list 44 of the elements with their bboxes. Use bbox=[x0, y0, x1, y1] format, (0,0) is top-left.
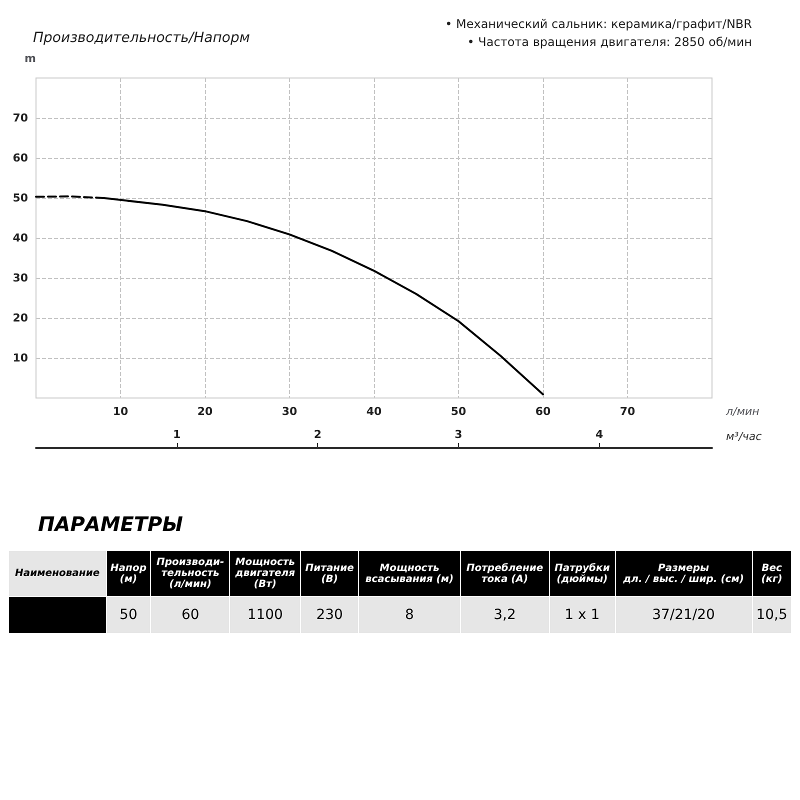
text: 60 bbox=[150, 596, 230, 634]
category-label: Патрубки (дюймы) bbox=[549, 550, 616, 596]
text: 10,5 bbox=[752, 596, 792, 634]
text: • Механический сальник: керамика/графит/NBR bbox=[445, 17, 752, 31]
category-label: Наименование bbox=[8, 550, 106, 596]
chart-title: Производительность/Напорм bbox=[33, 30, 250, 46]
category-label: Питание (В) bbox=[300, 550, 359, 596]
x2-axis-title: м³/час bbox=[726, 430, 762, 443]
x-tick-label: 30 bbox=[282, 405, 298, 418]
category-label: Напор (м) bbox=[106, 550, 151, 596]
text: 230 bbox=[300, 596, 359, 634]
text: 1 x 1 bbox=[549, 596, 616, 634]
y-tick-label: 20 bbox=[12, 312, 28, 324]
x2-tick-label: 1 bbox=[173, 428, 181, 441]
category-label: Производи- тельность (л/мин) bbox=[150, 550, 230, 596]
text: 50 bbox=[106, 596, 151, 634]
text: 3,2 bbox=[460, 596, 550, 634]
x2-tick-label: 4 bbox=[596, 428, 604, 441]
x-tick-label: 40 bbox=[366, 405, 382, 418]
x-axis-title: л/мин bbox=[725, 405, 760, 418]
text: 37/21/20 bbox=[615, 596, 752, 634]
y-tick-label: 10 bbox=[12, 352, 28, 364]
category-label: Мощность двигателя (Вт) bbox=[230, 550, 300, 596]
category-label: Потребление тока (А) bbox=[460, 550, 550, 596]
y-tick-label: 70 bbox=[12, 112, 28, 124]
x2-tick-label: 2 bbox=[314, 428, 322, 441]
category-label: Вес (кг) bbox=[752, 550, 792, 596]
x2-tick-label: 3 bbox=[454, 428, 462, 441]
category-label: Размеры дл. / выс. / шир. (см) bbox=[615, 550, 752, 596]
y-tick-label: 30 bbox=[12, 272, 28, 284]
y-axis-title: m bbox=[24, 52, 36, 65]
x-tick-label: 70 bbox=[620, 405, 636, 418]
y-tick-label: 40 bbox=[12, 232, 28, 244]
x-tick-label: 10 bbox=[112, 405, 128, 418]
x-tick-label: 60 bbox=[535, 405, 551, 418]
y-tick-label: 60 bbox=[12, 152, 28, 164]
text: 1100 bbox=[230, 596, 300, 634]
text: ПАРАМЕТРЫ bbox=[37, 511, 184, 538]
x-tick-label: 50 bbox=[450, 405, 466, 418]
text: • Частота вращения двигателя: 2850 об/мин bbox=[467, 35, 752, 49]
text: 8 bbox=[358, 596, 460, 634]
category-label: Мощность всасывания (м) bbox=[358, 550, 460, 596]
x-tick-label: 20 bbox=[197, 405, 213, 418]
y-tick-label: 50 bbox=[12, 192, 28, 204]
